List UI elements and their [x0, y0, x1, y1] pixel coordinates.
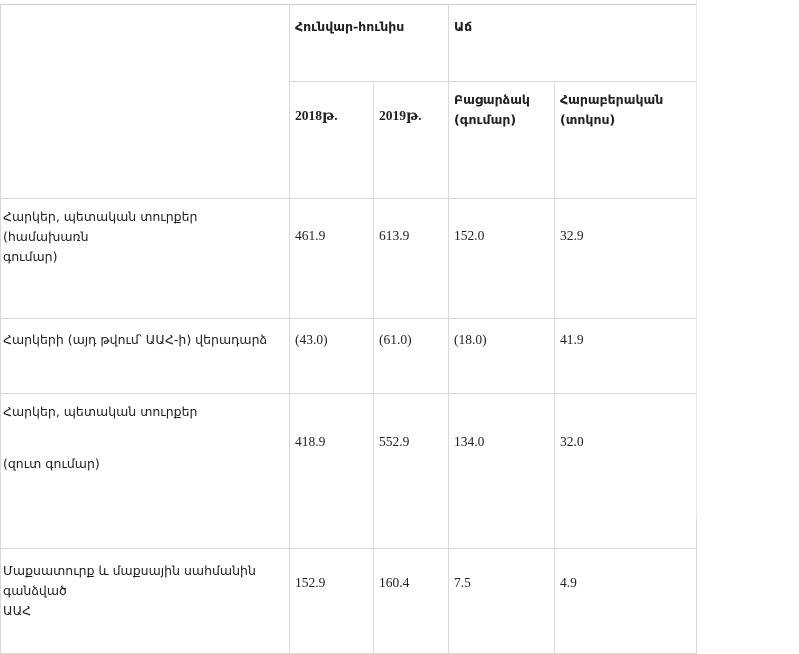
page-gutter	[696, 0, 799, 518]
row-label-line1: Հարկերի (այդ թվում՝ ԱԱՀ-ի) վերադարձ	[3, 332, 268, 347]
cell-relative: 4.9	[554, 548, 698, 654]
row-label-line1: Հարկեր, պետական տուրքեր	[3, 404, 198, 419]
revenue-table: Հունվար-հունիս Աճ 2018թ. 2019թ. Բացարձակ…	[0, 4, 698, 654]
cell-absolute: 134.0	[448, 393, 556, 549]
cell-2018: 152.9	[289, 548, 374, 654]
header-row-1: Հունվար-հունիս Աճ	[0, 4, 698, 199]
cell-2018: 461.9	[289, 198, 374, 319]
cell-relative: 32.9	[554, 198, 698, 319]
row-label: Հարկեր, պետական տուրքեր (համախառն գումար…	[0, 198, 290, 319]
row-label-line2: ԱԱՀ	[3, 603, 32, 618]
header-absolute-line2: (գումար)	[454, 112, 517, 127]
row-label-line2: գումար)	[3, 249, 58, 264]
header-relative: Հարաբերական (տոկոս)	[554, 81, 698, 199]
row-label-line2: (զուտ գումար)	[3, 456, 100, 471]
cell-relative: 41.9	[554, 318, 698, 394]
row-label-line1: Հարկեր, պետական տուրքեր (համախառն	[3, 209, 198, 244]
header-change: Աճ	[448, 4, 698, 82]
header-year-2019: 2019թ.	[372, 81, 450, 199]
cell-2019: 552.9	[372, 393, 450, 549]
table-row: Մաքսատուրք և մաքսային սահմանին գանձված Ա…	[0, 548, 698, 654]
header-row-2: 2018թ. 2019թ. Բացարձակ (գումար) Հարաբերա…	[1, 81, 698, 199]
header-year-2018: 2018թ.	[289, 81, 374, 199]
row-label: Մաքսատուրք և մաքսային սահմանին գանձված Ա…	[0, 548, 290, 654]
header-period: Հունվար-հունիս	[288, 4, 450, 82]
row-label-line1: Մաքսատուրք և մաքսային սահմանին գանձված	[3, 563, 256, 598]
cell-relative: 32.0	[554, 393, 698, 549]
header-absolute: Բացարձակ (գումար)	[448, 81, 556, 199]
header-absolute-line1: Բացարձակ	[454, 92, 530, 107]
cell-absolute: 152.0	[448, 198, 556, 319]
header-relative-line1: Հարաբերական	[560, 92, 664, 107]
cell-2019: 160.4	[372, 548, 450, 654]
table-row: Հարկեր, պետական տուրքեր (զուտ գումար) 41…	[0, 393, 698, 549]
row-label: Հարկերի (այդ թվում՝ ԱԱՀ-ի) վերադարձ	[0, 318, 290, 394]
cell-absolute: 7.5	[448, 548, 556, 654]
cell-2019: (61.0)	[372, 318, 450, 394]
cell-2019: 613.9	[372, 198, 450, 319]
cell-2018: (43.0)	[289, 318, 374, 394]
header-relative-line2: (տոկոս)	[560, 112, 616, 127]
row-label: Հարկեր, պետական տուրքեր (զուտ գումար)	[0, 393, 290, 549]
cell-absolute: (18.0)	[448, 318, 556, 394]
table-row: Հարկերի (այդ թվում՝ ԱԱՀ-ի) վերադարձ (43.…	[0, 318, 698, 394]
cell-2018: 418.9	[289, 393, 374, 549]
corner-cell	[0, 4, 290, 199]
table-row: Հարկեր, պետական տուրքեր (համախառն գումար…	[0, 198, 698, 319]
